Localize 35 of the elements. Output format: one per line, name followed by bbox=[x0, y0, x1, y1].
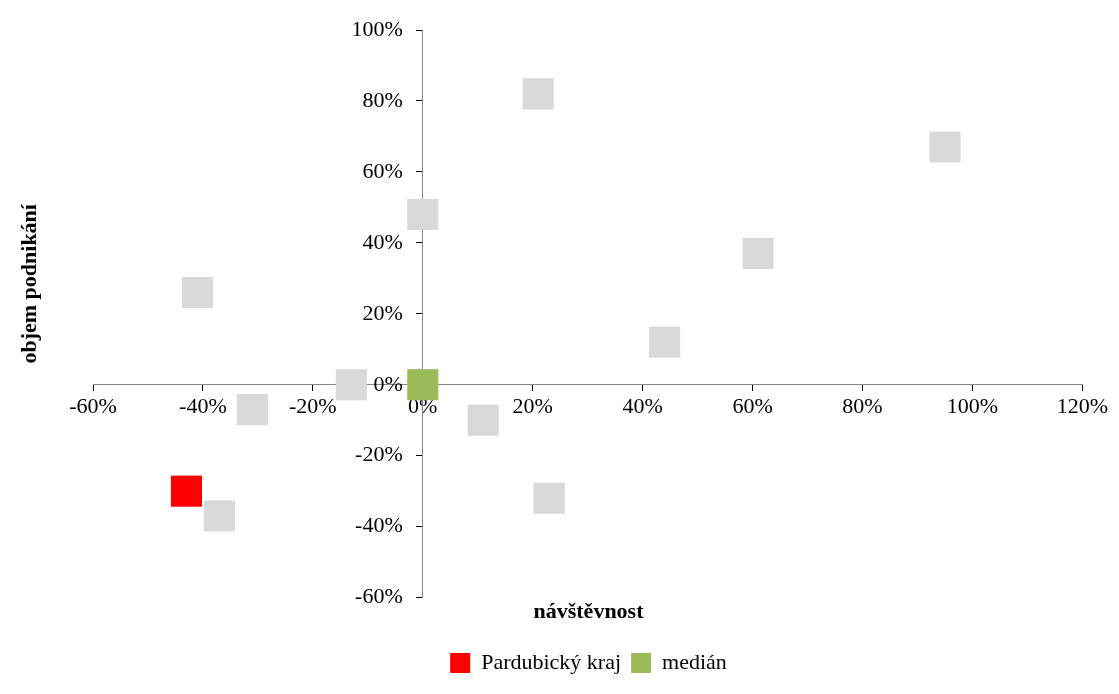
x-tick-label: -60% bbox=[69, 392, 117, 418]
point bbox=[407, 369, 439, 401]
x-tick-label: -20% bbox=[289, 392, 337, 418]
point bbox=[181, 276, 213, 309]
x-tick-label: -40% bbox=[179, 392, 227, 418]
point bbox=[170, 475, 202, 507]
point bbox=[467, 404, 499, 436]
x-axis-title: návštěvnost bbox=[533, 598, 645, 624]
point bbox=[407, 198, 439, 231]
legend-label: medián bbox=[662, 648, 727, 674]
y-tick-label: 100% bbox=[351, 15, 403, 41]
point bbox=[522, 78, 554, 110]
y-axis-title: objem podnikání bbox=[15, 203, 41, 364]
y-tick-label: -20% bbox=[355, 441, 403, 467]
x-tick-label: 80% bbox=[842, 392, 883, 418]
point bbox=[929, 131, 961, 163]
y-tick-label: 20% bbox=[362, 299, 403, 325]
point bbox=[203, 500, 235, 532]
x-tick-label: 40% bbox=[622, 392, 663, 418]
y-tick-label: -40% bbox=[355, 512, 403, 538]
x-tick-label: 100% bbox=[946, 392, 999, 418]
x-tick-label: 60% bbox=[732, 392, 773, 418]
x-tick-label: 20% bbox=[512, 392, 553, 418]
point bbox=[236, 394, 268, 426]
point bbox=[533, 482, 565, 514]
legend-label: Pardubický kraj bbox=[481, 648, 622, 674]
point bbox=[742, 237, 774, 270]
y-tick-label: 60% bbox=[362, 157, 403, 183]
y-tick-label: 40% bbox=[362, 228, 403, 254]
point bbox=[335, 369, 367, 401]
x-tick-label: 120% bbox=[1056, 392, 1108, 418]
y-tick-label: 0% bbox=[373, 370, 403, 396]
y-tick-label: 80% bbox=[362, 86, 403, 112]
point bbox=[649, 326, 681, 358]
y-tick-label: -60% bbox=[355, 583, 403, 609]
